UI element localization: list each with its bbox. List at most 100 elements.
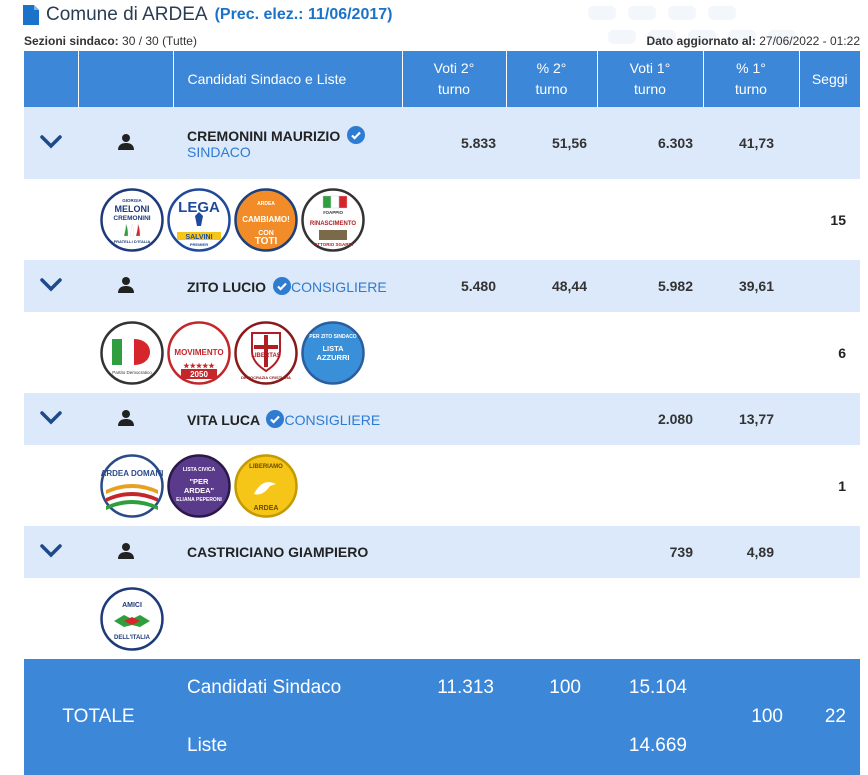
- candidate-name-cell: VITA LUCA CONSIGLIERE: [173, 393, 402, 445]
- liste-spacer: [24, 578, 78, 659]
- logo-sub: SALVINI: [185, 234, 212, 241]
- voti1-value: 739: [597, 526, 703, 578]
- seggi-empty: [799, 107, 860, 179]
- update-label: Dato aggiornato al:: [646, 34, 756, 48]
- perc1-value: 4,89: [703, 526, 799, 578]
- sezioni-label: Sezioni sindaco:: [24, 34, 119, 48]
- totale-row: TOTALE Candidati Sindaco Liste 11.313 100 15.…: [24, 659, 860, 775]
- flag-icon: [322, 195, 348, 208]
- expand-toggle[interactable]: [24, 526, 78, 578]
- candidate-avatar: [78, 107, 173, 179]
- logo-main: LIBERTAS: [251, 353, 281, 359]
- flame-icon: [123, 223, 141, 236]
- totale-seggi: 22: [799, 659, 860, 775]
- header-voti1: Voti 1° turno: [597, 51, 704, 107]
- header-perc2-turno: turno: [535, 81, 568, 97]
- liste-spacer: [24, 312, 78, 393]
- logo-sub: Partito Democratico: [112, 370, 152, 375]
- party-logo: ARDEA DOMANI: [100, 453, 164, 518]
- logo-top: PER ZITO SINDACO: [309, 334, 357, 340]
- liste-row: AMICI DELL'ITALIA: [24, 578, 860, 659]
- totale-perc2: 100: [506, 659, 597, 775]
- candidate-row[interactable]: CREMONINI MAURIZIO SINDACO 5.833 51,56 6.30…: [24, 107, 860, 179]
- seggi-value: [799, 578, 860, 659]
- logo-main: ARDEA": [184, 486, 215, 495]
- seggi-value: 15: [799, 179, 860, 260]
- perc1-value: 13,77: [703, 393, 799, 445]
- voti1-value: 6.303: [597, 107, 703, 179]
- logo-sub: VITTORIO SGARBI: [313, 242, 353, 247]
- expand-toggle[interactable]: [24, 107, 78, 179]
- sezioni-info: Sezioni sindaco: 30 / 30 (Tutte): [24, 34, 197, 48]
- results-table: Candidati Sindaco e Liste Voti 2° turno %…: [24, 51, 860, 775]
- candidate-row[interactable]: CASTRICIANO GIAMPIERO 739 4,89: [24, 526, 860, 578]
- logo-main: CAMBIAMO!: [242, 215, 290, 224]
- header-perc2-label: % 2°: [536, 60, 567, 76]
- header-perc2: % 2° turno: [506, 51, 598, 107]
- logo-top: ARDEA: [257, 201, 275, 207]
- logo-main: "PER: [190, 477, 210, 486]
- person-icon: [117, 133, 134, 150]
- perc2-value: [506, 393, 597, 445]
- header-perc1-label: % 1°: [736, 60, 766, 76]
- candidate-name-cell: ZITO LUCIO CONSIGLIERE: [173, 260, 402, 312]
- chevron-down-icon[interactable]: [40, 277, 62, 292]
- logo-sub: DEMOCRAZIA CRISTIANA: [241, 375, 291, 380]
- candidate-avatar: [78, 260, 173, 312]
- verified-check-icon: [272, 277, 291, 295]
- header-voti1-turno: turno: [634, 81, 666, 97]
- candidate-row[interactable]: VITA LUCA CONSIGLIERE 2.080 13,77: [24, 393, 860, 445]
- chevron-down-icon[interactable]: [40, 543, 62, 558]
- update-timestamp: 27/06/2022 - 01:22: [759, 34, 860, 48]
- seggi-value: 1: [799, 445, 860, 526]
- comune-title: Comune di ARDEA: [46, 4, 208, 25]
- header-perc1: % 1° turno: [703, 51, 800, 107]
- logo-main: AZZURRI: [317, 353, 350, 362]
- candidate-role: CONSIGLIERE: [290, 279, 387, 295]
- header-voti2: Voti 2° turno: [402, 51, 507, 107]
- chevron-down-icon[interactable]: [40, 134, 62, 149]
- logo-bottom: FRATELLI D'ITALIA: [114, 239, 151, 244]
- totale-perc1: 100: [703, 659, 799, 775]
- logo-sub: ★★★★★: [183, 362, 215, 370]
- liste-spacer: [24, 445, 78, 526]
- background-decoration: [588, 6, 796, 44]
- chevron-down-icon[interactable]: [40, 410, 62, 425]
- totale-cand-label: Candidati Sindaco: [187, 677, 342, 698]
- logo-main: DELL'ITALIA: [114, 635, 151, 641]
- header-perc1-turno: turno: [735, 81, 767, 97]
- expand-toggle[interactable]: [24, 260, 78, 312]
- expand-toggle[interactable]: [24, 393, 78, 445]
- update-info: Dato aggiornato al: 27/06/2022 - 01:22: [647, 34, 860, 48]
- voti1-value: 5.982: [597, 260, 703, 312]
- voti2-value: [402, 526, 506, 578]
- warrior-icon: [195, 211, 203, 226]
- header-avatar: [78, 51, 174, 107]
- perc1-value: 39,61: [703, 260, 799, 312]
- heron-icon: [254, 481, 276, 495]
- logo-main: LISTA: [322, 344, 344, 353]
- seggi-value: 6: [799, 312, 860, 393]
- logo-top: LISTA CIVICA: [183, 467, 216, 473]
- party-logo: #OAPPIO RINASCIMENTO VITTORIO SGARBI: [301, 187, 365, 252]
- candidate-role: CONSIGLIERE: [284, 412, 381, 428]
- liste-row: GIORGIA MELONI CREMONINI FRATELLI D'ITALIA L…: [24, 179, 860, 260]
- logo-main: ARDEA DOMANI: [101, 469, 164, 478]
- candidate-avatar: [78, 526, 173, 578]
- liste-spacer: [24, 179, 78, 260]
- totale-label: TOTALE: [24, 659, 173, 775]
- totale-voti1: 15.104 14.669: [597, 659, 703, 775]
- header-seggi: Seggi: [799, 51, 860, 107]
- logo-main: ARDEA: [254, 505, 279, 512]
- candidate-name: CASTRICIANO GIAMPIERO: [187, 544, 369, 560]
- party-logo: Partito Democratico: [100, 320, 164, 385]
- previous-election-link[interactable]: (Prec. elez.: 11/06/2017): [214, 6, 393, 23]
- logo-top: LIBERIAMO: [249, 464, 283, 470]
- voti2-value: 5.833: [402, 107, 506, 179]
- party-logo: AMICI DELL'ITALIA: [100, 586, 164, 651]
- candidate-row[interactable]: ZITO LUCIO CONSIGLIERE 5.480 48,44 5.982 39,…: [24, 260, 860, 312]
- seggi-empty: [799, 260, 860, 312]
